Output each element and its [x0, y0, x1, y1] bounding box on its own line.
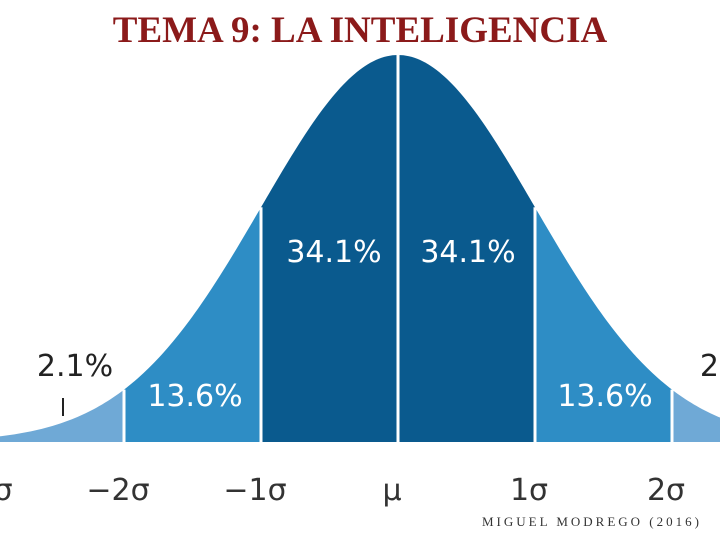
slide-title: TEMA 9: LA INTELIGENCIA: [113, 10, 608, 51]
axis-label: μ: [382, 473, 401, 508]
curve-region: [535, 207, 672, 442]
normal-curve: [0, 55, 720, 464]
curve-region: [0, 389, 124, 442]
axis-label: −3σ: [0, 473, 13, 508]
axis-label: 2σ: [647, 473, 685, 508]
region-label: 2.1%: [700, 349, 720, 384]
axis-label: 1σ: [510, 473, 548, 508]
region-label: 34.1%: [420, 235, 515, 270]
axis-label: −1σ: [223, 473, 286, 508]
curve-region: [124, 207, 261, 442]
region-label: 13.6%: [557, 379, 652, 414]
curve-region: [672, 389, 720, 442]
axis-label: −2σ: [86, 473, 149, 508]
region-label: 13.6%: [147, 379, 242, 414]
footer: MIGUEL MODREGO (2016): [482, 514, 702, 529]
region-label: 2.1%: [37, 349, 113, 384]
curve-labels: 2.1% 13.6% 34.1% 34.1% 13.6% 2.1% −3σ −2σ −1σ μ 1σ…: [0, 235, 720, 508]
region-label: 34.1%: [286, 235, 381, 270]
